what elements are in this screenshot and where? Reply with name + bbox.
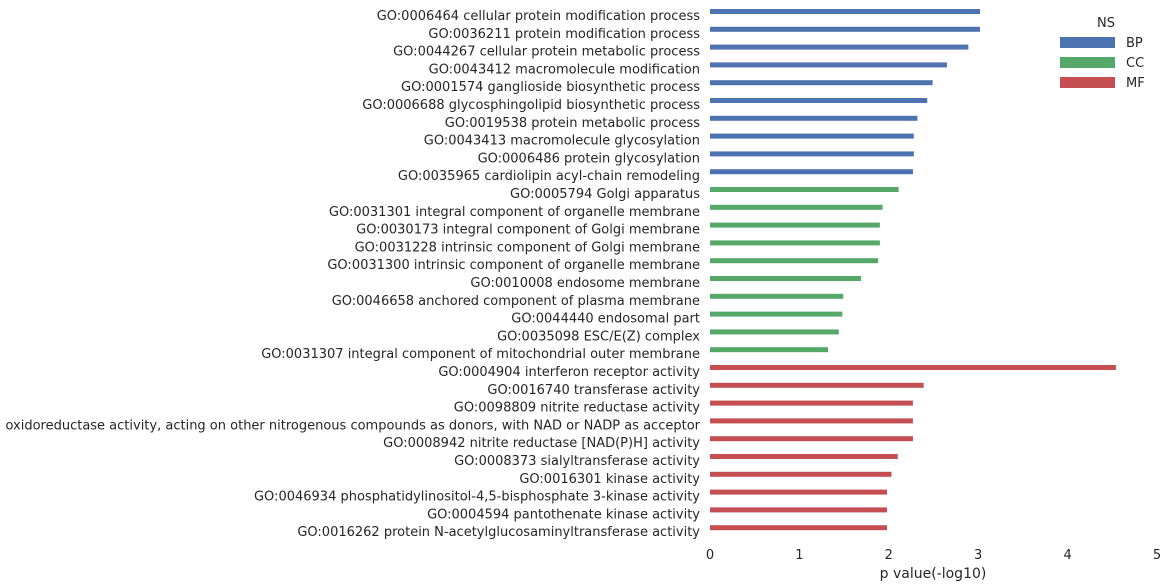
legend: NS BP CC MF: [1060, 16, 1145, 91]
x-tick-label: 0: [706, 548, 714, 563]
bar-mf: [710, 365, 1116, 370]
bar-bp: [710, 98, 928, 103]
bar-cc: [710, 204, 883, 210]
bar-mf: [710, 436, 913, 442]
x-tick-label: 5: [1153, 548, 1161, 563]
category-label: GO:0019538 protein metabolic process: [445, 116, 700, 131]
bar-bp: [710, 115, 918, 121]
bar-cc: [710, 240, 880, 246]
category-label: GO:0044440 endosomal part: [511, 312, 700, 327]
category-label: GO:0031301 integral component of organel…: [329, 205, 700, 220]
bar-bp: [710, 151, 914, 157]
category-label: GO:0035965 cardiolipin acyl-chain remode…: [398, 169, 700, 184]
bar-bp: [710, 44, 969, 50]
bar-mf: [710, 489, 888, 495]
bar-cc: [710, 222, 880, 228]
bar-mf: [710, 400, 913, 406]
category-label: GO:0005794 Golgi apparatus: [510, 187, 700, 202]
x-tick-label: 1: [795, 548, 803, 563]
bar-mf: [710, 382, 924, 388]
category-label: GO:0004904 interferon receptor activity: [438, 365, 700, 380]
bar-bp: [710, 26, 980, 32]
category-label: GO:0006688 glycosphingolipid biosyntheti…: [362, 98, 700, 113]
x-tick-label: 4: [1063, 548, 1071, 563]
bar-mf: [710, 525, 888, 531]
category-label: GO:0036211 protein modification process: [428, 27, 700, 42]
bar-cc: [710, 276, 862, 281]
bar-bp: [710, 9, 980, 14]
category-label: GO:0035098 ESC/E(Z) complex: [497, 329, 700, 344]
bar-cc: [710, 311, 843, 317]
category-label: GO:0008942 nitrite reductase [NAD(P)H] a…: [383, 436, 700, 451]
legend-label-bp: BP: [1126, 36, 1143, 51]
bar-bp: [710, 133, 914, 139]
bar-bp: [710, 80, 933, 86]
bar-mf: [710, 507, 888, 513]
x-axis: 0 1 2 3 4 5: [706, 548, 1161, 563]
category-label: GO:0006486 protein glycosylation: [478, 151, 700, 166]
x-axis-label: p value(-log10): [880, 566, 987, 582]
bar-mf: [710, 471, 892, 477]
category-label: GO:0031307 integral component of mitocho…: [261, 347, 700, 362]
category-label: GO:0031228 intrinsic component of Golgi …: [355, 240, 700, 255]
bar-cc: [710, 347, 829, 353]
bar-mf: [710, 454, 898, 459]
legend-swatch-mf: [1060, 77, 1115, 88]
x-tick-label: 2: [885, 548, 893, 563]
bar-cc: [710, 329, 839, 335]
category-label: GO:0030173 integral component of Golgi m…: [356, 223, 700, 238]
legend-title: NS: [1097, 16, 1115, 31]
category-label: GO:0001574 ganglioside biosynthetic proc…: [401, 80, 700, 95]
category-label: GO:0016262 protein N-acetylglucosaminylt…: [297, 525, 700, 540]
category-label: GO:0031300 intrinsic component of organe…: [327, 258, 700, 273]
category-labels: GO:0006464 cellular protein modification…: [0, 9, 701, 540]
category-label: GO:0046934 phosphatidylinositol-4,5-bisp…: [254, 490, 700, 505]
category-label: GO:0016740 transferase activity: [487, 383, 700, 398]
bar-mf: [710, 418, 913, 424]
bars-layer: [710, 9, 1116, 531]
category-label: GO:0046857 oxidoreductase activity, acti…: [0, 418, 701, 433]
category-label: GO:0044267 cellular protein metabolic pr…: [393, 45, 700, 60]
legend-swatch-bp: [1060, 37, 1115, 48]
category-label: GO:0010008 endosome membrane: [470, 276, 700, 291]
bar-cc: [710, 187, 899, 192]
category-label: GO:0008373 sialyltransferase activity: [454, 454, 700, 469]
legend-label-cc: CC: [1126, 56, 1144, 71]
legend-label-mf: MF: [1126, 76, 1145, 91]
bar-bp: [710, 62, 947, 68]
category-label: GO:0046658 anchored component of plasma …: [332, 294, 700, 309]
category-label: GO:0004594 pantothenate kinase activity: [427, 507, 700, 522]
category-label: GO:0016301 kinase activity: [519, 472, 700, 487]
category-label: GO:0043412 macromolecule modification: [429, 62, 700, 77]
x-tick-label: 3: [974, 548, 982, 563]
bar-cc: [710, 293, 844, 299]
legend-swatch-cc: [1060, 57, 1115, 68]
bar-bp: [710, 169, 913, 175]
category-label: GO:0006464 cellular protein modification…: [377, 9, 700, 24]
category-label: GO:0098809 nitrite reductase activity: [454, 401, 701, 416]
category-label: GO:0043413 macromolecule glycosylation: [424, 134, 700, 149]
bar-cc: [710, 258, 879, 264]
